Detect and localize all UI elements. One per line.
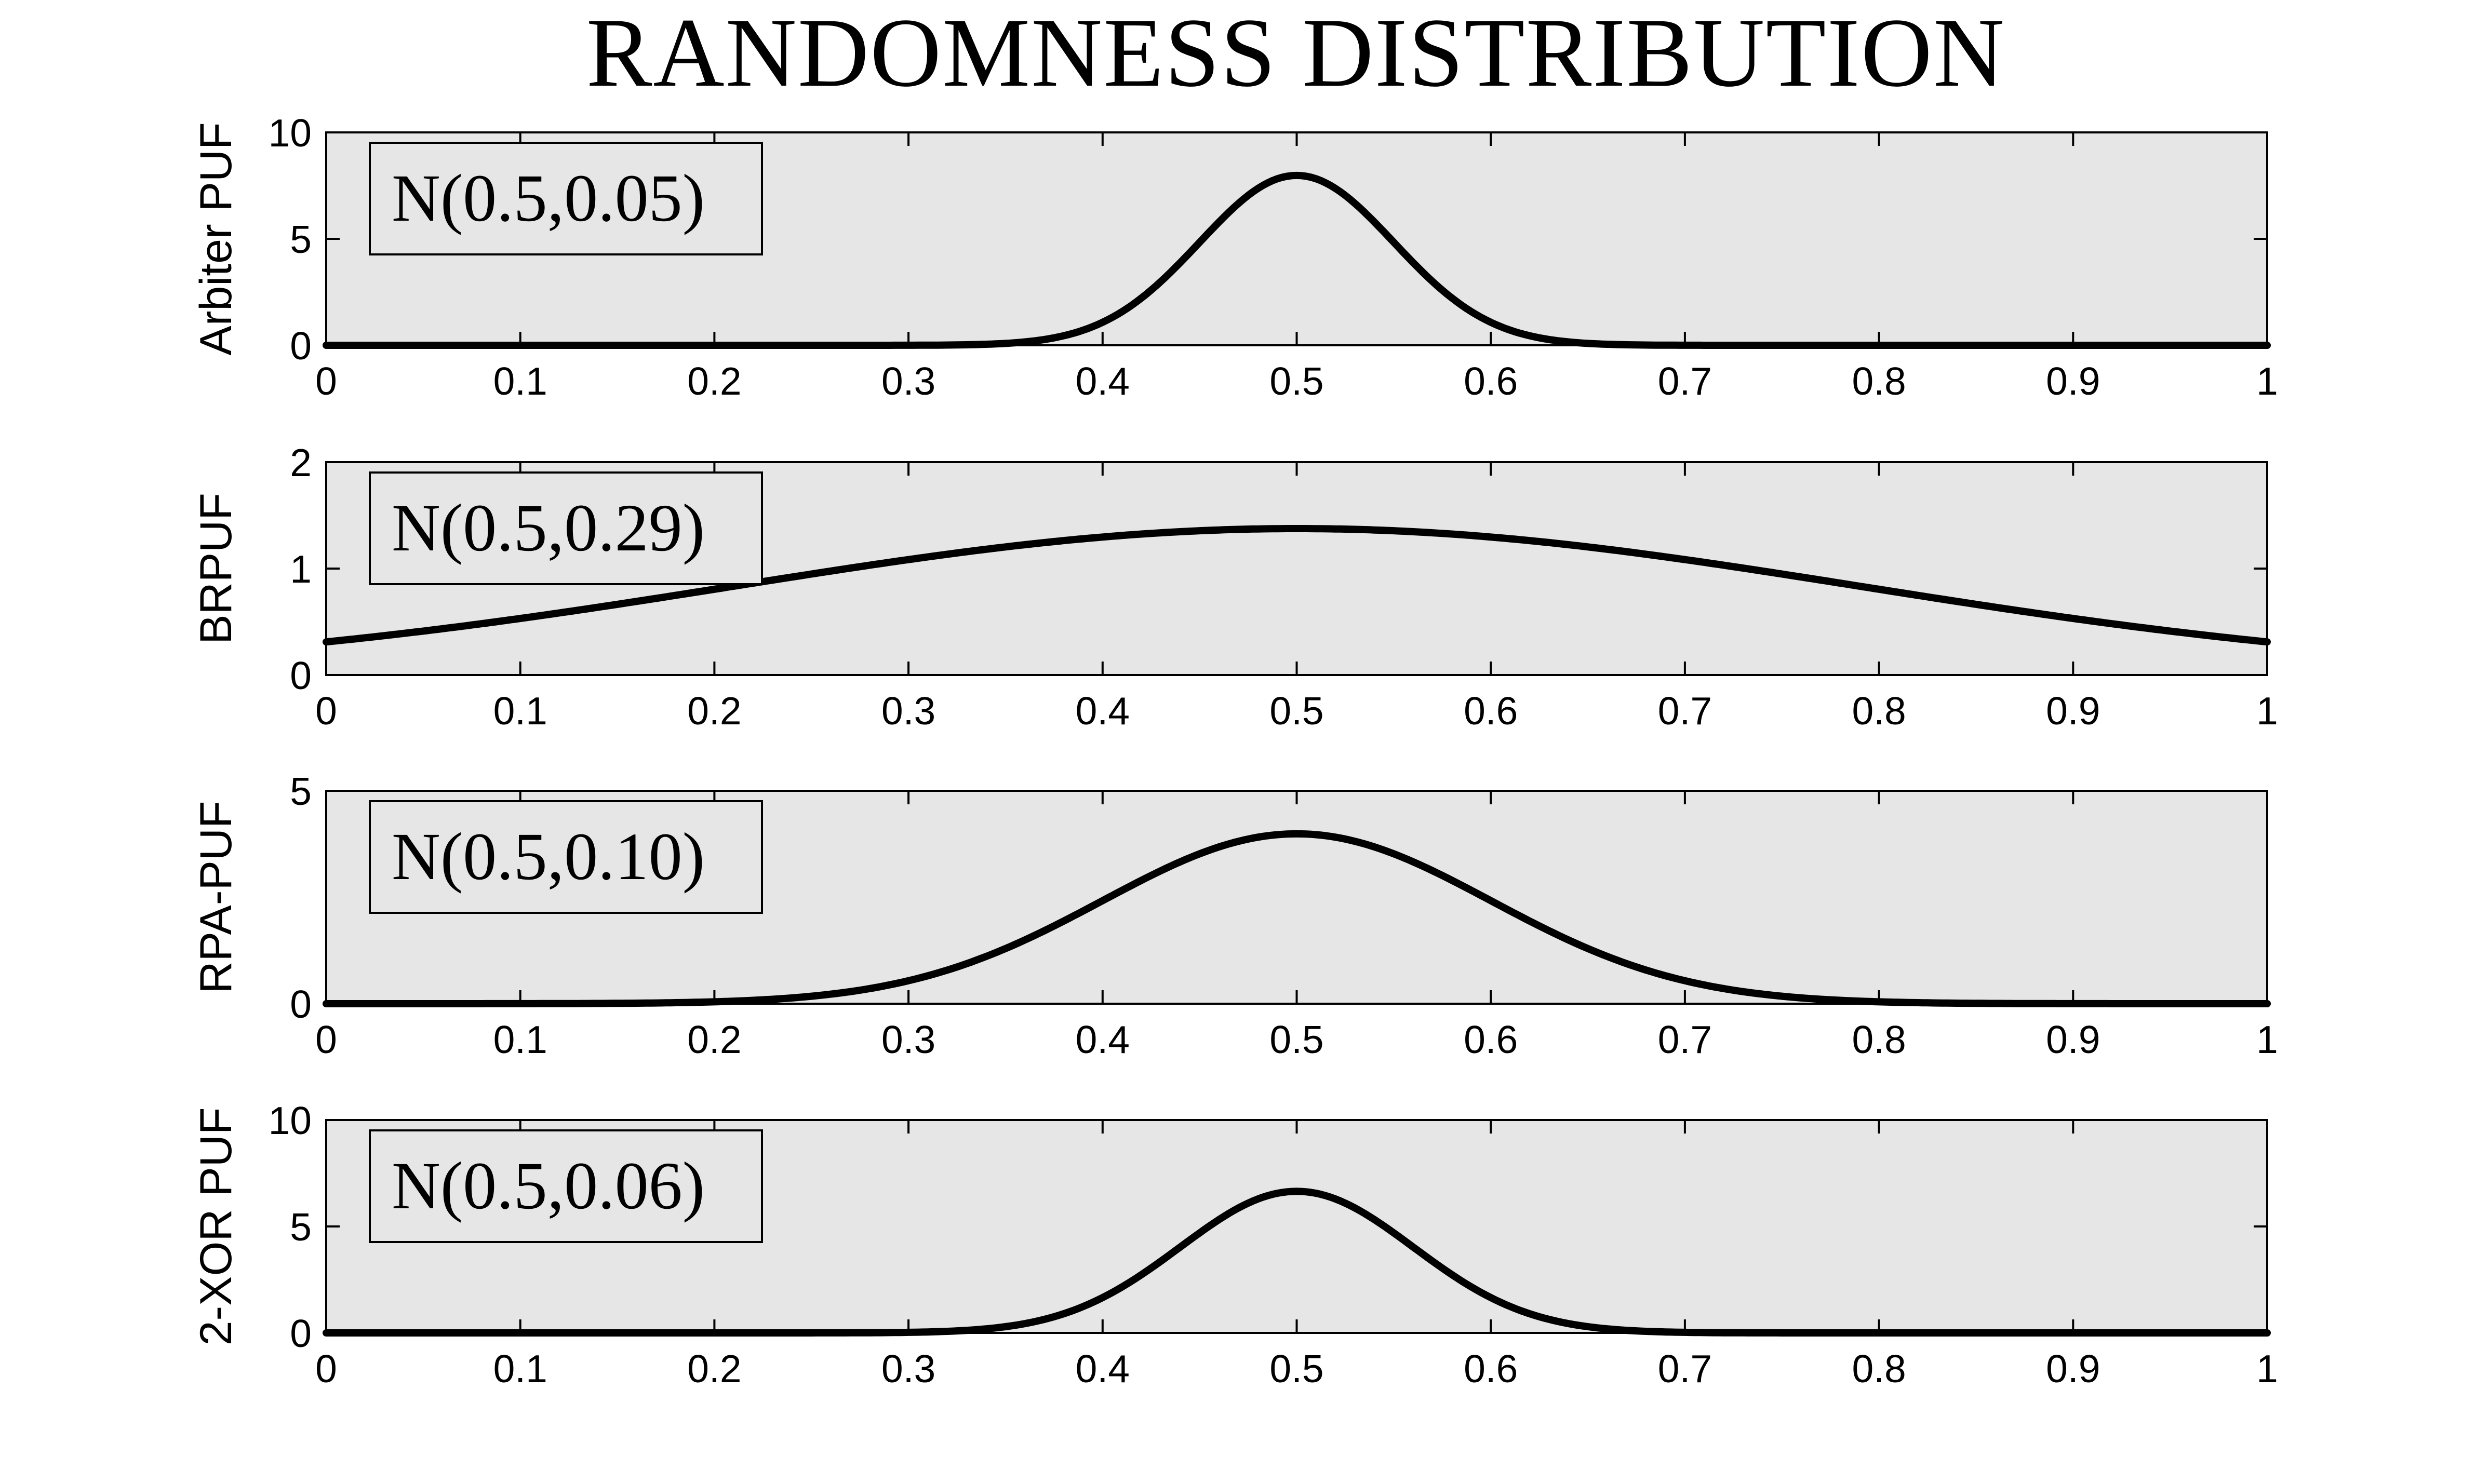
y-tick-label: 1: [290, 547, 312, 591]
x-tick-label: 0.8: [1852, 1018, 1906, 1061]
x-tick-label: 0.2: [687, 1347, 741, 1391]
x-tick-label: 0.6: [1464, 689, 1518, 733]
legend: N(0.5,0.06): [369, 1129, 763, 1243]
y-tick-label: 0: [290, 1312, 312, 1355]
x-tick-label: 0.1: [493, 689, 547, 733]
x-tick-label: 0.1: [493, 359, 547, 403]
series-line: [323, 830, 2271, 1007]
legend-box: [369, 471, 763, 585]
y-tick-label: 5: [290, 1205, 312, 1249]
legend-box: [369, 800, 763, 914]
x-tick-label: 0.9: [2046, 359, 2100, 403]
y-tick-label: 0: [290, 982, 312, 1026]
x-tick-label: 0.2: [687, 1018, 741, 1061]
series-line: [323, 525, 2271, 646]
legend-label: N(0.5,0.06): [392, 1149, 705, 1223]
x-tick-label: 1: [2256, 1018, 2278, 1061]
x-tick-label: 1: [2256, 1347, 2278, 1391]
subplot-2: 0 0.1 0.2 0.3 0.4 0.5 0.6 0.7 0.8 0.9 1 0 1 2 BRPUF N(0…: [191, 441, 2278, 733]
x-tick-label: 1: [2256, 359, 2278, 403]
legend: N(0.5,0.10): [369, 800, 763, 914]
subplots: 0 0.1 0.2 0.3 0.4 0.5 0.6 0.7 0.8 0.9 10510Arbiter…: [191, 111, 2278, 1391]
figure-title: RANDOMNESS DISTRIBUTION: [586, 0, 2006, 107]
x-tick-label: 0.1: [493, 1018, 547, 1061]
subplot-1: 0 0.1 0.2 0.3 0.4 0.5 0.6 0.7 0.8 0.9 10510Arbiter…: [191, 111, 2278, 403]
x-tick-label: 0: [315, 1347, 337, 1391]
y-tick-label: 10: [269, 1099, 312, 1142]
x-tick-label: 0.6: [1464, 1347, 1518, 1391]
x-tick-label: 0.6: [1464, 1018, 1518, 1061]
legend-box: [369, 1129, 763, 1243]
y-tick-label: 0: [290, 654, 312, 697]
subplot-3: 0 0.1 0.2 0.3 0.4 0.5 0.6 0.7 0.8 0.9 1 0 5 RPA-PUF N(…: [191, 770, 2278, 1061]
x-tick-label: 0.1: [493, 1347, 547, 1391]
x-tick-label: 0.7: [1658, 1018, 1712, 1061]
x-tick-label: 0.3: [881, 1018, 935, 1061]
legend-box: [369, 142, 763, 255]
x-tick-label: 0: [315, 359, 337, 403]
x-tick-label: 0.8: [1852, 1347, 1906, 1391]
y-tick-label: 5: [290, 218, 312, 261]
x-tick-label: 0.7: [1658, 1347, 1712, 1391]
legend: N(0.5,0.05): [369, 142, 763, 255]
x-tick-label: 0.2: [687, 689, 741, 733]
series-line: [323, 171, 2271, 349]
x-tick-label: 0.4: [1076, 1018, 1130, 1061]
x-tick-label: 0.5: [1269, 1347, 1323, 1391]
legend-label: N(0.5,0.10): [392, 819, 705, 894]
x-tick-label: 0: [315, 1018, 337, 1061]
y-tick-label: 0: [290, 324, 312, 368]
y-axis-label: 2-XOR PUF: [191, 1108, 241, 1346]
y-tick-label: 10: [269, 111, 312, 155]
x-tick-label: 0.8: [1852, 689, 1906, 733]
x-tick-label: 0.2: [687, 359, 741, 403]
x-tick-label: 0.9: [2046, 689, 2100, 733]
legend-label: N(0.5,0.29): [392, 491, 705, 565]
legend-label: N(0.5,0.05): [392, 161, 705, 236]
x-tick-label: 0.5: [1269, 1018, 1323, 1061]
x-tick-label: 0.3: [881, 1347, 935, 1391]
x-tick-label: 0.4: [1076, 689, 1130, 733]
y-axis-label: RPA-PUF: [191, 801, 241, 993]
x-tick-label: 0.7: [1658, 689, 1712, 733]
series-line: [323, 1188, 2271, 1337]
x-tick-label: 0.9: [2046, 1018, 2100, 1061]
x-tick-label: 1: [2256, 689, 2278, 733]
x-tick-label: 0.5: [1269, 359, 1323, 403]
x-tick-label: 0.4: [1076, 1347, 1130, 1391]
y-tick-label: 2: [290, 441, 312, 484]
x-tick-label: 0.3: [881, 359, 935, 403]
x-tick-label: 0.7: [1658, 359, 1712, 403]
x-tick-label: 0.3: [881, 689, 935, 733]
x-tick-label: 0.4: [1076, 359, 1130, 403]
x-tick-label: 0.9: [2046, 1347, 2100, 1391]
y-axis-label: Arbiter PUF: [191, 122, 241, 355]
y-axis-label: BRPUF: [191, 493, 241, 644]
x-tick-label: 0.6: [1464, 359, 1518, 403]
x-tick-label: 0.8: [1852, 359, 1906, 403]
x-tick-label: 0.5: [1269, 689, 1323, 733]
x-tick-label: 0: [315, 689, 337, 733]
legend: N(0.5,0.29): [369, 471, 763, 585]
y-tick-label: 5: [290, 770, 312, 813]
